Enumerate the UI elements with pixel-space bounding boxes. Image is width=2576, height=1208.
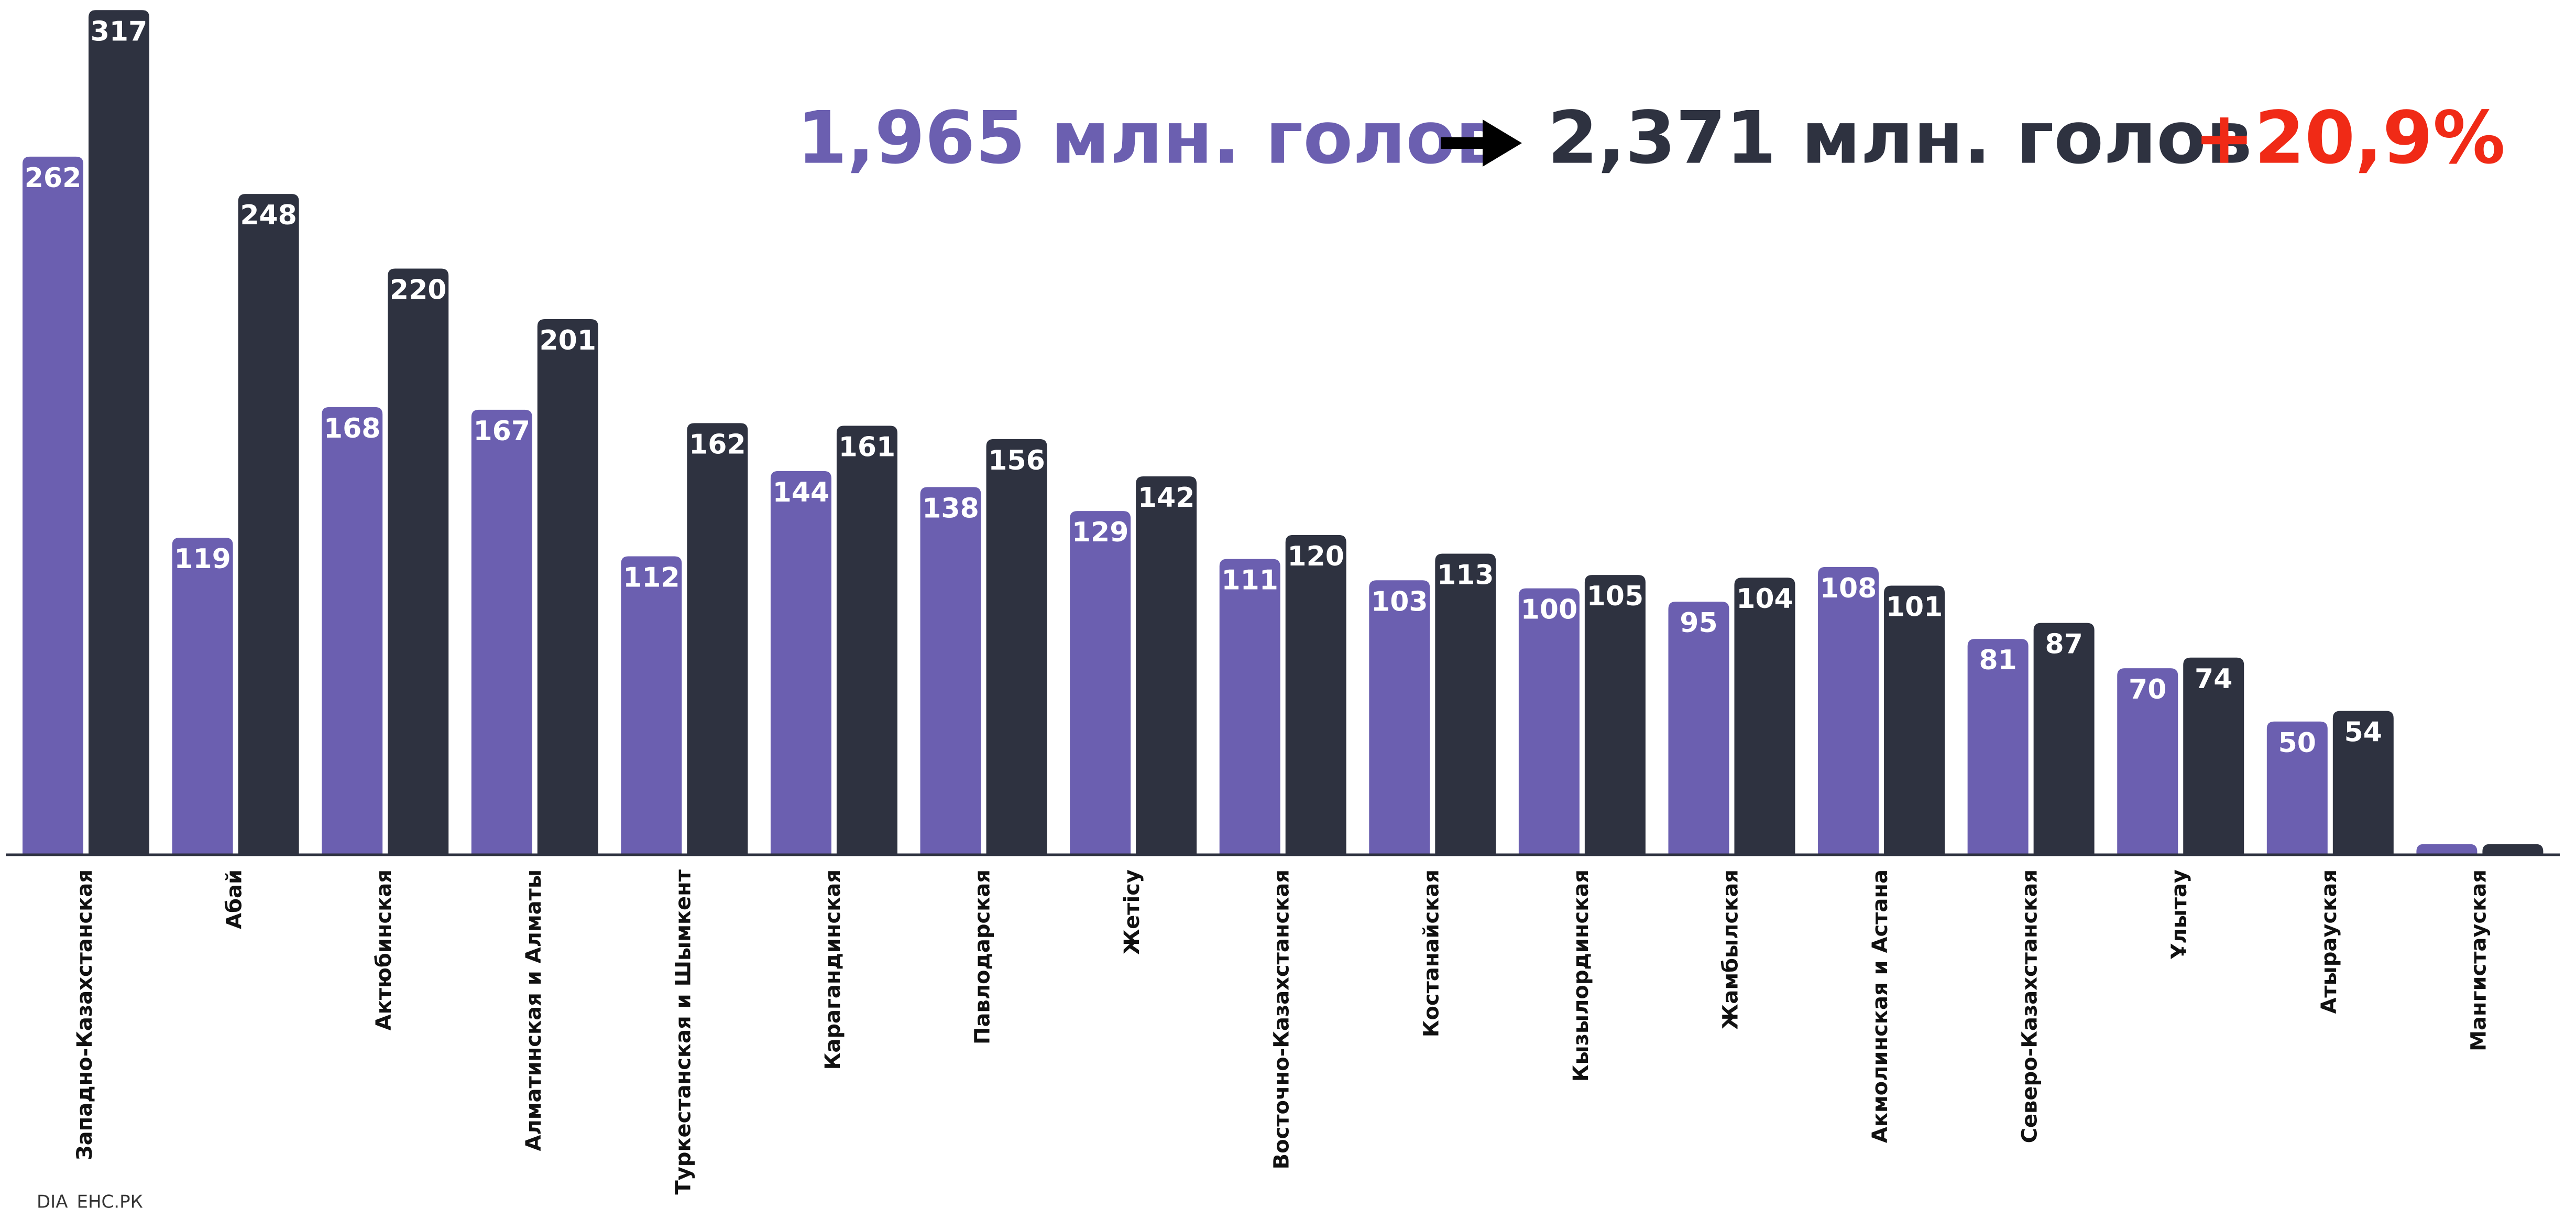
- x-tick-label: Акмолинская и Астана: [1868, 869, 1892, 1143]
- bar: [1584, 575, 1646, 855]
- bar: [1219, 559, 1280, 855]
- x-tick-label: Жетісу: [1120, 869, 1144, 955]
- value-label: 162: [689, 429, 746, 460]
- x-tick-label: Атырауская: [2317, 869, 2341, 1014]
- value-label: 144: [773, 477, 830, 508]
- bar: [770, 471, 831, 855]
- bar: [2482, 844, 2544, 855]
- value-label: 50: [2278, 727, 2316, 759]
- x-tick-label: Западно-Казахстанская: [73, 869, 97, 1160]
- bar: [2033, 623, 2095, 855]
- bar: [471, 409, 532, 855]
- bar: [1884, 585, 1945, 855]
- x-tick-label: Абай: [223, 869, 247, 929]
- value-label: 138: [922, 493, 979, 524]
- x-tick-label: Ұлытау: [2167, 869, 2191, 960]
- x-tick-label: Костанайская: [1419, 869, 1443, 1037]
- value-label: 81: [1979, 645, 2016, 676]
- bar: [2117, 668, 2178, 855]
- source: DIA_ЕНС.РК: [37, 1192, 143, 1208]
- x-tick-label: Актюбинская: [372, 869, 396, 1030]
- bar: [388, 268, 449, 855]
- value-label: 167: [473, 416, 530, 447]
- bar: [1285, 535, 1346, 855]
- bar: [172, 537, 233, 855]
- value-label: 101: [1886, 591, 1943, 623]
- x-tick-label: Восточно-Казахстанская: [1270, 869, 1294, 1169]
- value-label: 100: [1521, 594, 1578, 626]
- bar: [920, 487, 981, 855]
- bar: [1734, 578, 1795, 855]
- bar: [238, 194, 299, 855]
- value-label: 113: [1437, 559, 1494, 591]
- value-label: 111: [1221, 565, 1278, 596]
- bar: [836, 426, 897, 855]
- x-tick-label: Мангистауская: [2467, 869, 2491, 1051]
- value-label: 87: [2045, 629, 2082, 660]
- x-tick-label: Жамбылская: [1718, 869, 1742, 1030]
- value-label: 103: [1371, 586, 1428, 617]
- x-tick-label: Алматинская и Алматы: [522, 869, 546, 1151]
- bar: [986, 439, 1047, 855]
- x-tick-label: Кызылординская: [1569, 869, 1593, 1082]
- value-label: 317: [91, 16, 148, 47]
- bar: [2266, 721, 2328, 855]
- value-label: 112: [623, 562, 680, 594]
- value-label: 120: [1287, 541, 1344, 572]
- value-label: 156: [988, 445, 1045, 476]
- headline-before: 1,965 млн. голов: [797, 96, 1501, 180]
- bar: [1967, 639, 2029, 855]
- bar: [537, 319, 598, 855]
- bar: [89, 10, 149, 855]
- value-label: 220: [390, 274, 447, 306]
- bar: [2416, 844, 2478, 855]
- value-label: 108: [1820, 573, 1877, 604]
- bar: [1518, 588, 1580, 855]
- bar: [1668, 601, 1729, 855]
- bar: [1818, 567, 1879, 855]
- value-label: 168: [324, 413, 381, 444]
- x-tick-label: Павлодарская: [971, 869, 995, 1044]
- bar: [2183, 657, 2244, 855]
- bar: [1136, 476, 1197, 855]
- value-label: 70: [2129, 674, 2166, 705]
- bar: [687, 423, 748, 855]
- value-label: 119: [174, 543, 231, 575]
- value-label: 262: [25, 162, 82, 194]
- headline-after: 2,371 млн. голов: [1548, 96, 2252, 180]
- headline-change: +20,9%: [2194, 96, 2505, 180]
- x-tick-label: Северо-Казахстанская: [2018, 869, 2042, 1143]
- value-label: 105: [1587, 581, 1644, 612]
- bar: [1070, 511, 1131, 855]
- bar: [621, 556, 682, 855]
- value-label: 142: [1138, 482, 1195, 514]
- arrow: [1441, 119, 1522, 167]
- value-label: 104: [1736, 583, 1793, 615]
- value-label: 74: [2195, 663, 2232, 695]
- value-label: 129: [1072, 517, 1129, 548]
- x-tick-label: Карагандинская: [821, 869, 845, 1070]
- x-tick-label: Туркестанская и Шымкент: [671, 869, 695, 1194]
- bar: [23, 156, 83, 855]
- value-label: 248: [240, 200, 297, 231]
- value-label: 161: [839, 431, 896, 463]
- bar: [322, 407, 383, 855]
- bar: [1369, 580, 1430, 855]
- bar: [1435, 553, 1496, 855]
- value-label: 95: [1680, 607, 1717, 639]
- value-label: 201: [539, 325, 596, 356]
- bar: [2332, 711, 2394, 855]
- value-label: 54: [2344, 716, 2382, 748]
